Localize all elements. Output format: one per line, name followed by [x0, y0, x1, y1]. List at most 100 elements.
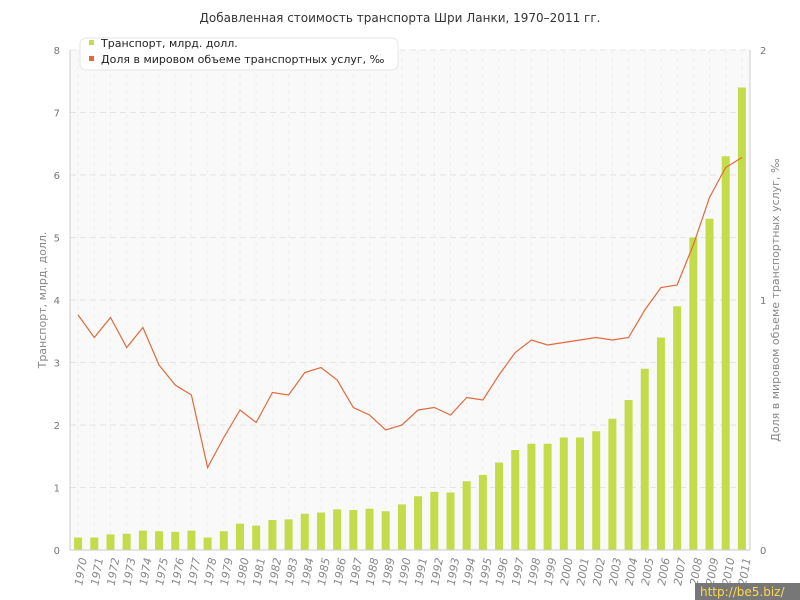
bar — [559, 437, 568, 550]
x-tick-label: 2010 — [720, 557, 738, 587]
x-tick-label: 2007 — [671, 557, 689, 587]
line-series — [77, 156, 743, 470]
bar — [478, 475, 487, 550]
x-tick-label: 1973 — [121, 557, 139, 587]
bar — [187, 530, 196, 550]
x-tick-label: 1999 — [542, 557, 560, 587]
bar — [673, 306, 682, 550]
y-axis-title: Транспорт, млрд. долл. — [36, 232, 49, 370]
x-tick-label: 1979 — [218, 557, 236, 587]
x-tick-label: 1981 — [250, 557, 268, 587]
bar — [171, 531, 180, 550]
x-tick-label: 2000 — [558, 557, 576, 587]
bar — [527, 443, 536, 550]
legend: Транспорт, млрд. долл. Доля в мировом об… — [79, 37, 399, 71]
bar — [576, 437, 584, 550]
y2-tick-label: 1 — [760, 296, 766, 307]
chart-title: Добавленная стоимость транспорта Шри Лан… — [200, 11, 601, 25]
bar — [300, 513, 309, 550]
x-tick-label: 2003 — [607, 557, 625, 587]
x-tick-label: 1997 — [509, 557, 527, 587]
watermark: http://be5.biz/ — [700, 585, 785, 599]
bar — [397, 504, 406, 550]
y-tick-label: 7 — [54, 109, 60, 120]
y2-tick-label: 2 — [760, 46, 766, 57]
bar — [608, 418, 617, 550]
x-tick-label: 1992 — [428, 557, 446, 587]
bar — [381, 511, 390, 550]
bar — [236, 523, 244, 550]
x-tick-label: 1982 — [267, 557, 285, 587]
x-tick-label: 1984 — [299, 557, 317, 587]
bar — [90, 537, 99, 550]
x-tick-label: 1983 — [283, 557, 301, 587]
bar — [106, 534, 115, 550]
y2-axis-title: Доля в мировом объеме транспортных услуг… — [769, 158, 782, 442]
bar — [656, 337, 665, 550]
bar — [624, 400, 633, 550]
bar — [446, 492, 455, 550]
x-tick-label: 1975 — [153, 557, 171, 587]
bar — [122, 533, 131, 550]
x-tick-label: 1977 — [186, 557, 204, 587]
bar — [138, 530, 147, 550]
bar — [543, 443, 552, 550]
bar — [737, 87, 746, 550]
y-tick-label: 1 — [54, 484, 60, 495]
x-tick-label: 1993 — [445, 557, 463, 587]
x-tick-label: 2004 — [623, 557, 641, 587]
bar — [462, 481, 471, 550]
legend-swatch-bar — [89, 40, 94, 45]
bar — [316, 512, 325, 550]
y-tick-label: 5 — [54, 234, 60, 245]
bar — [219, 531, 228, 550]
x-tick-label: 1972 — [105, 557, 123, 587]
bar — [721, 156, 730, 550]
x-tick-label: 1995 — [477, 557, 495, 587]
x-tick-label: 2011 — [736, 557, 754, 587]
x-tick-label: 1985 — [315, 557, 333, 587]
bar — [414, 496, 423, 550]
x-tick-label: 1996 — [493, 557, 511, 587]
bar — [592, 431, 601, 550]
x-tick-label: 1987 — [347, 557, 365, 587]
bar — [74, 537, 83, 550]
y-tick-label: 8 — [54, 46, 60, 57]
x-tick-label: 2008 — [687, 557, 705, 587]
bar — [640, 368, 649, 550]
bar — [268, 520, 277, 550]
x-tick-label: 1998 — [526, 557, 544, 587]
x-tick-label: 2009 — [704, 557, 722, 587]
y-tick-label: 6 — [54, 171, 60, 182]
legend-label-bar: Транспорт, млрд. долл. — [100, 37, 238, 50]
x-tick-label: 1974 — [137, 557, 155, 587]
x-tick-label: 1991 — [412, 557, 430, 587]
y-tick-label: 2 — [54, 421, 60, 432]
bar — [284, 519, 293, 550]
bar — [333, 509, 342, 550]
y2-axis-ticks: 0 1 2 — [760, 46, 766, 557]
legend-box — [79, 37, 399, 71]
bar — [495, 462, 504, 550]
bar — [252, 525, 261, 550]
bar — [511, 450, 520, 550]
x-tick-label: 1986 — [331, 557, 349, 587]
x-tick-label: 2006 — [655, 557, 673, 587]
y-tick-label: 0 — [54, 546, 60, 557]
x-tick-label: 1989 — [380, 557, 398, 587]
x-tick-label: 1971 — [88, 557, 106, 587]
y2-tick-label: 0 — [760, 546, 766, 557]
legend-label-line: Доля в мировом объеме транспортных услуг… — [101, 53, 385, 66]
legend-swatch-line — [89, 56, 94, 61]
y-tick-label: 4 — [54, 296, 60, 307]
x-tick-label: 1990 — [396, 557, 414, 587]
x-tick-label: 1988 — [364, 557, 382, 587]
bar — [155, 531, 164, 550]
x-axis-ticks: 1970197119721973197419751976197719781979… — [72, 557, 753, 587]
x-tick-label: 1976 — [169, 557, 187, 587]
bar-series — [74, 87, 746, 550]
bar — [430, 491, 439, 550]
x-tick-label: 2005 — [639, 557, 657, 587]
